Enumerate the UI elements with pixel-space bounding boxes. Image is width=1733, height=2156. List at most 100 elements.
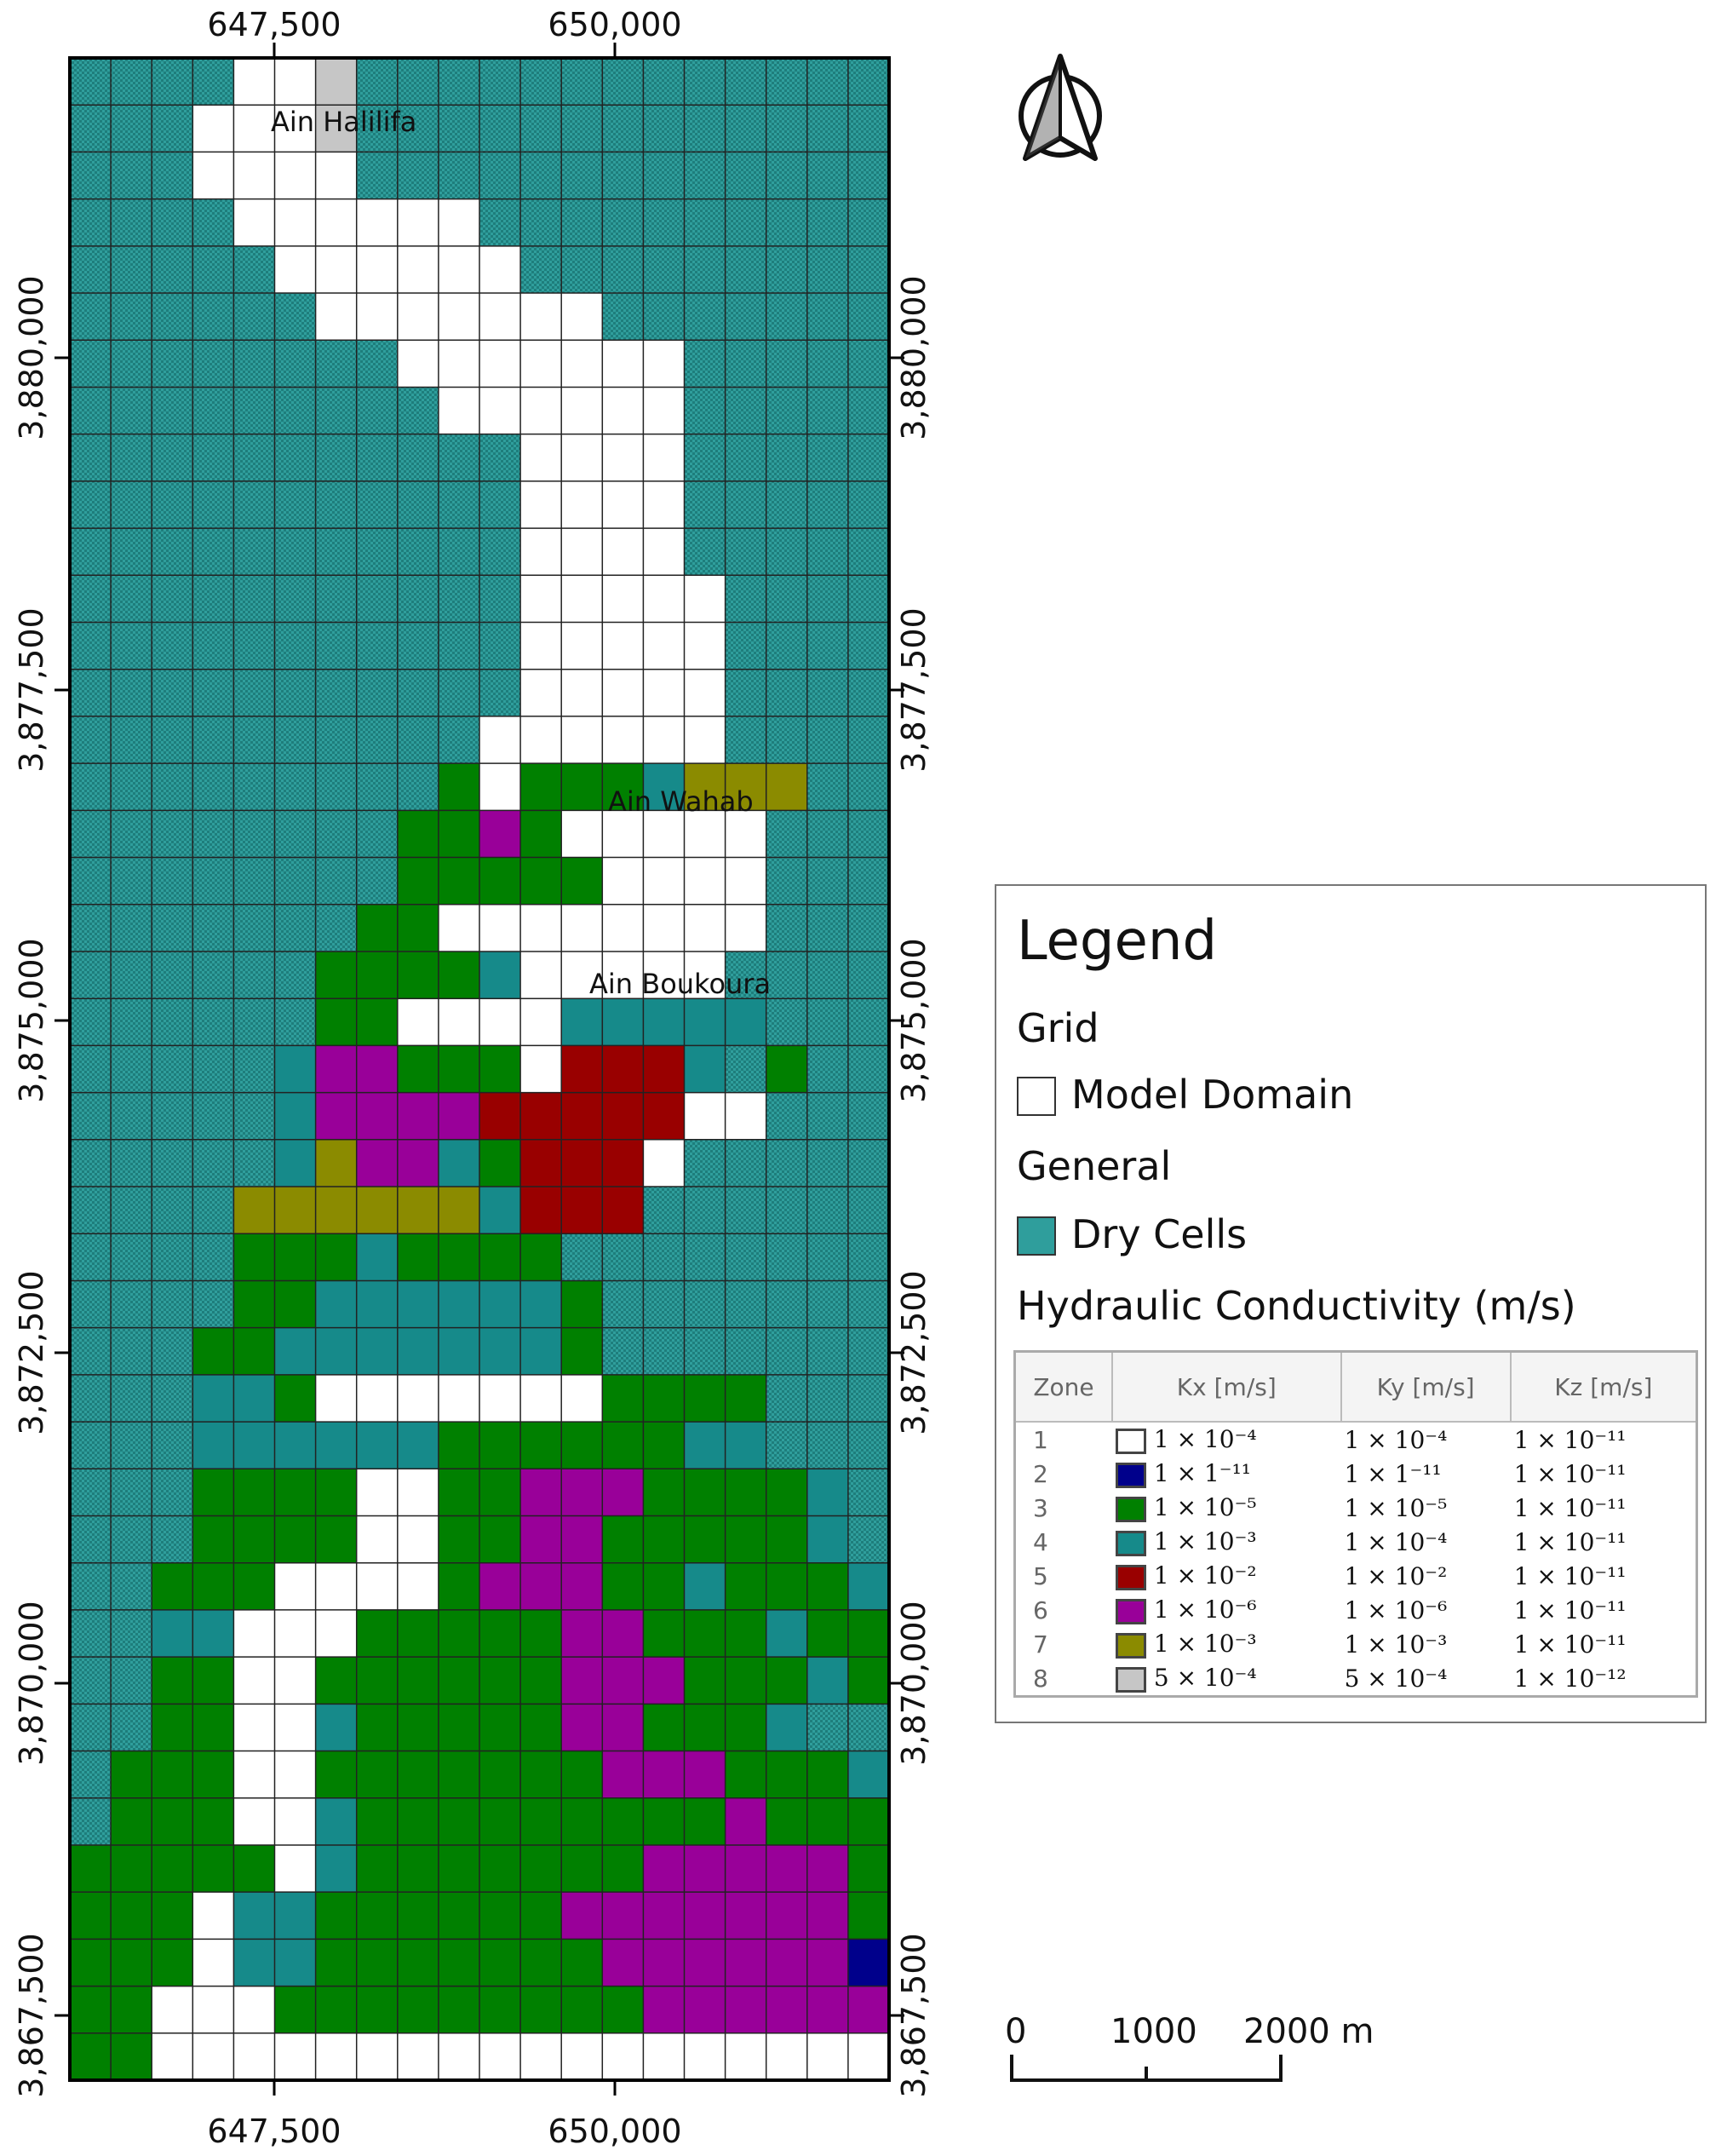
zone-cell-3 [561,1986,603,2034]
zone-cell-6 [806,1939,849,1987]
dry-cell [725,152,767,200]
zone-cell-3 [438,1986,480,2034]
zone-cell-3 [111,1751,152,1799]
zone-cell-3 [397,1609,439,1658]
zone-cell-3 [192,1562,234,1611]
dry-cell [356,622,399,670]
zone-cell-3 [684,1469,726,1517]
zone-cell-W [520,340,562,388]
dry-cell [847,669,890,717]
zone-cell-3 [111,1892,152,1940]
dry-cell [847,1704,890,1752]
zone-cell-3 [397,1892,439,1940]
dry-cell [274,340,317,388]
col-header-kx: Kx [m/s] [1111,1350,1342,1423]
zone-cell-W [520,480,562,529]
dry-cell [111,434,152,482]
dry-cell [397,622,439,670]
dry-cell [602,152,644,200]
dry-cell [274,387,317,435]
dry-cell [274,434,317,482]
dry-cell [766,810,808,859]
dry-cell [806,105,849,153]
y-tick-left-1: 3,880,000 [13,275,50,440]
zone-cell-4 [561,998,603,1046]
dry-cell [70,1092,112,1141]
dry-cell [806,152,849,200]
y-tick-right-1: 3,880,000 [895,275,932,440]
dry-cell [233,387,276,435]
zone-cell-3 [561,857,603,906]
dry-cell [847,58,890,106]
zone-cell-6 [684,1892,726,1940]
zone-number: 7 [1033,1630,1048,1659]
dry-cell [70,1187,112,1234]
dry-cell [520,198,562,247]
zone-cell-6 [356,1092,399,1141]
dry-cell [70,904,112,952]
dry-cell [806,575,849,624]
dry-cell [315,622,358,670]
dry-cell [766,1233,808,1282]
zone-kz: 1 × 10⁻¹² [1513,1664,1627,1693]
dry-cell [766,904,808,952]
zone-cell-W [397,245,439,294]
zone-cell-5 [520,1092,562,1141]
zone-cell-6 [602,1657,644,1705]
zone-cell-3 [438,1939,480,1987]
zone-cell-3 [356,1704,399,1752]
zone-cell-W [684,904,726,952]
zone-cell-W [274,58,317,106]
zone-cell-6 [684,1986,726,2034]
zone-ky: 1 × 10⁻³ [1344,1630,1448,1659]
dry-cell [847,857,890,906]
dry-cell [766,105,808,153]
zone-cell-3 [152,1657,193,1705]
dry-cell [684,1139,726,1187]
dry-cell [397,716,439,764]
dry-cell [643,1327,686,1376]
zone-cell-W [643,951,686,999]
legend-hc-heading: Hydraulic Conductivity (m/s) [1017,1283,1576,1329]
dry-cell [356,434,399,482]
zone-cell-W [520,951,562,999]
dry-cell [152,1515,193,1564]
dry-cell [766,528,808,576]
zone-kx-value: 1 × 10⁻³ [1153,1630,1257,1659]
dry-cell [111,340,152,388]
dry-cell [233,763,276,811]
zone-cell-6 [602,1939,644,1987]
dry-cell [111,998,152,1046]
zone-cell-W [684,2032,726,2081]
zone-cell-W [643,857,686,906]
zone-cell-W [192,105,234,153]
dry-cell [766,1374,808,1423]
dry-cell [315,387,358,435]
dry-cell [356,152,399,200]
zone-cell-6 [356,1139,399,1187]
zone-cell-3 [479,1751,521,1799]
zone-cell-3 [356,1986,399,2034]
zone-cell-4 [847,1751,890,1799]
dry-cell [233,810,276,859]
zone-cell-5 [643,1092,686,1141]
dry-cell [192,480,234,529]
zone-cell-3 [397,1233,439,1282]
zone-cell-3 [520,1657,562,1705]
zone-cell-W [315,1609,358,1658]
dry-cell [70,152,112,200]
zone-cell-W [397,2032,439,2081]
zone-cell-W [684,669,726,717]
col-header-zone: Zone [1013,1350,1113,1423]
zone-cell-4 [274,1422,317,1469]
zone-cell-3 [397,1844,439,1893]
zone-cell-W [233,1751,276,1799]
zone-cell-6 [602,1609,644,1658]
dry-cell [602,198,644,247]
zone-cell-3 [602,1562,644,1611]
x-tick-bottom-2: 650,000 [548,2113,681,2150]
dry-cell [725,1045,767,1094]
dry-cell [643,293,686,341]
zone-cell-3 [274,1469,317,1517]
dry-cell [684,152,726,200]
